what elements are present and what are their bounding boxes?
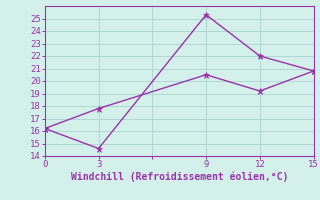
X-axis label: Windchill (Refroidissement éolien,°C): Windchill (Refroidissement éolien,°C): [70, 172, 288, 182]
